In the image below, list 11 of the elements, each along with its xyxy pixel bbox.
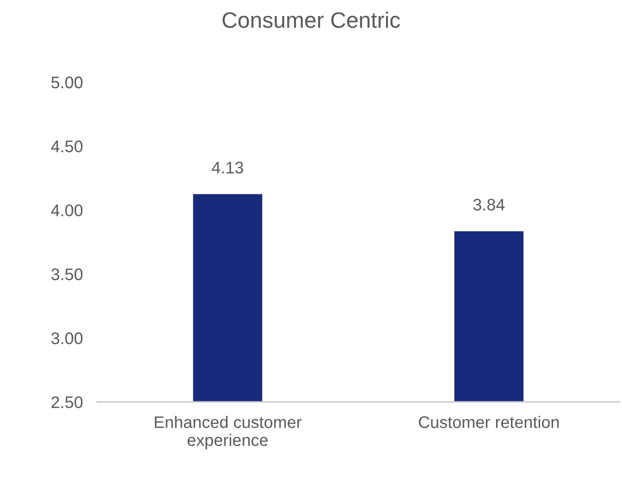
y-tick-label: 2.50 — [52, 396, 82, 408]
y-tick-label: 4.00 — [51, 204, 82, 216]
x-tick-label: Customer retention — [418, 416, 559, 428]
data-label: 4.13 — [212, 162, 244, 174]
x-tick-label: Enhanced customer experience — [154, 416, 302, 450]
y-tick-label: 3.50 — [51, 268, 82, 280]
y-tick-label: 3.00 — [51, 332, 82, 344]
y-tick-label: 4.50 — [51, 140, 82, 152]
chart-title: Consumer Centric — [222, 12, 400, 28]
data-label: 3.84 — [473, 198, 505, 211]
y-tick-label: 5.00 — [51, 76, 82, 88]
